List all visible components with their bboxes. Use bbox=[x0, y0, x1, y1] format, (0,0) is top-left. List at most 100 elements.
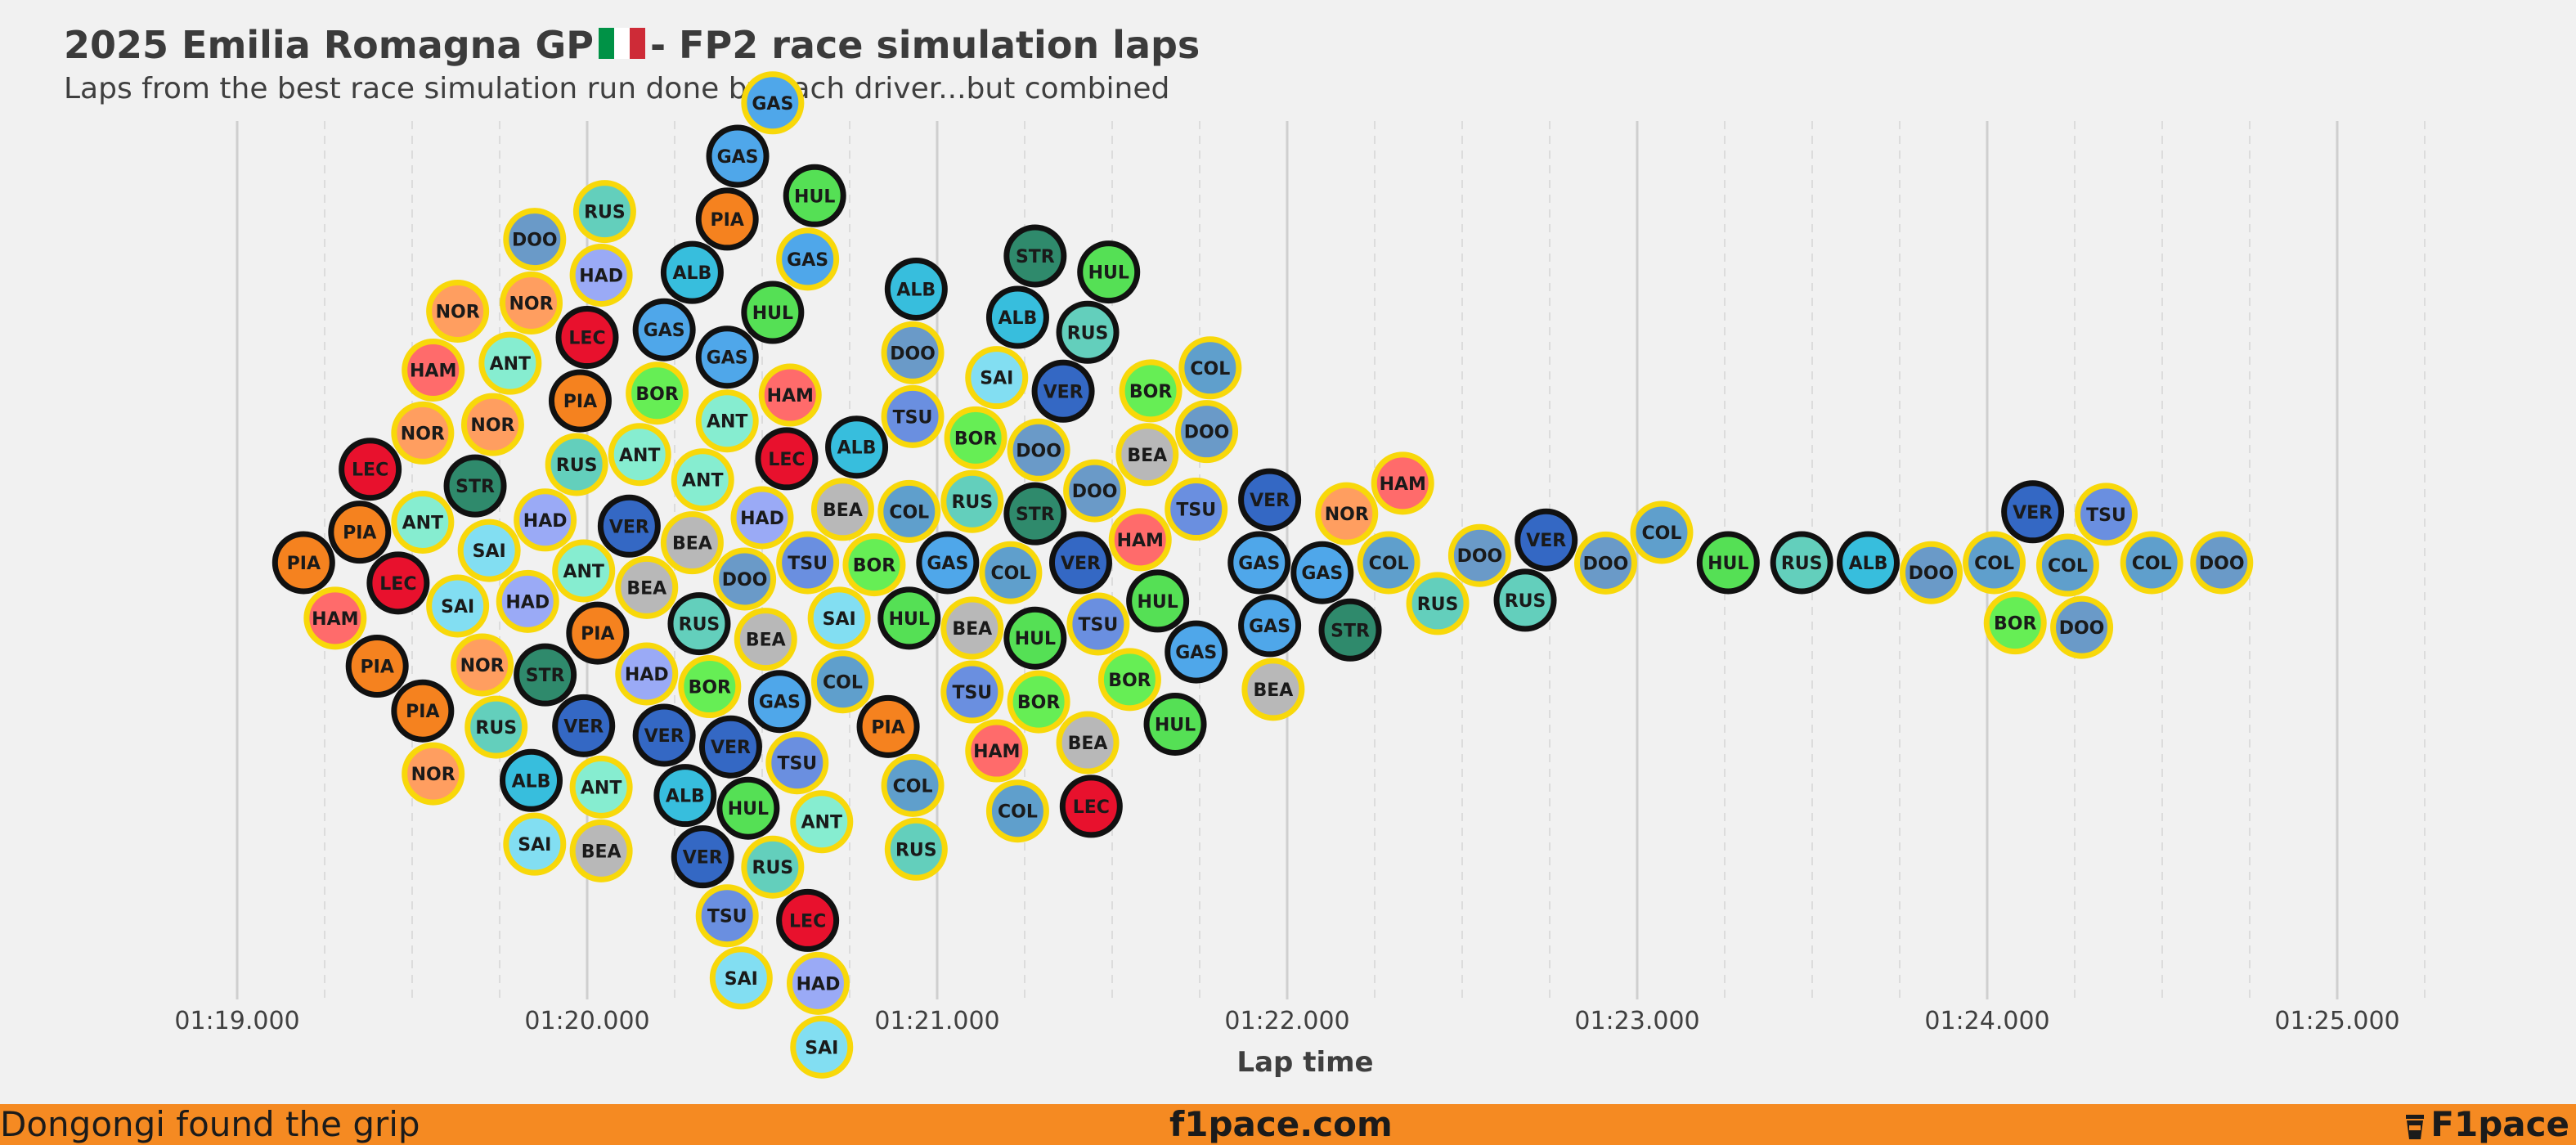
lap-driver-label: VER bbox=[563, 716, 604, 737]
lap-marker bbox=[1573, 531, 1637, 595]
lap-point-had: HAD bbox=[615, 642, 679, 706]
lap-marker bbox=[478, 331, 542, 395]
lap-marker bbox=[979, 541, 1043, 604]
lap-driver-label: ALB bbox=[512, 771, 551, 792]
lap-driver-label: TSU bbox=[1079, 615, 1119, 635]
lap-marker bbox=[1143, 692, 1207, 756]
lap-point-alb: ALB bbox=[825, 415, 889, 479]
lap-driver-label: SAI bbox=[473, 541, 506, 562]
lap-marker bbox=[884, 257, 948, 321]
lap-point-lec: LEC bbox=[1059, 775, 1123, 838]
lap-driver-label: TSU bbox=[777, 754, 817, 775]
lap-marker bbox=[500, 748, 563, 812]
lap-point-pia: PIA bbox=[856, 694, 920, 758]
lap-marker bbox=[825, 415, 889, 479]
lap-point-col: COL bbox=[810, 650, 874, 714]
lap-point-col: COL bbox=[2120, 531, 2183, 595]
lap-point-ver: VER bbox=[698, 715, 762, 779]
lap-point-gas: GAS bbox=[747, 670, 811, 734]
lap-point-rus: RUS bbox=[464, 695, 528, 759]
lap-driver-label: VER bbox=[683, 848, 723, 869]
lap-driver-label: PIA bbox=[581, 624, 614, 644]
lap-driver-label: DOO bbox=[1457, 546, 1503, 567]
lap-driver-label: ANT bbox=[801, 813, 842, 833]
lap-marker bbox=[660, 511, 724, 575]
lap-point-ant: ANT bbox=[391, 490, 455, 554]
lap-marker bbox=[345, 635, 409, 698]
chart-subtitle: Laps from the best race simulation run d… bbox=[64, 72, 1170, 106]
lap-point-ant: ANT bbox=[478, 331, 542, 395]
lap-driver-label: BEA bbox=[1253, 680, 1293, 701]
lap-marker bbox=[569, 755, 633, 819]
lap-marker bbox=[755, 427, 819, 491]
lap-driver-label: SAI bbox=[518, 835, 551, 855]
lap-driver-label: DOO bbox=[722, 570, 768, 590]
lap-driver-label: COL bbox=[893, 776, 933, 797]
lap-driver-label: GAS bbox=[927, 554, 968, 574]
lap-driver-label: ANT bbox=[490, 354, 531, 375]
lap-driver-label: TSU bbox=[788, 554, 828, 574]
lap-point-bor: BOR bbox=[1983, 591, 2047, 655]
lap-point-str: STR bbox=[1318, 598, 1382, 662]
lap-marker bbox=[2035, 533, 2099, 597]
lap-driver-label: ANT bbox=[682, 471, 723, 492]
lap-point-tsu: TSU bbox=[776, 531, 840, 595]
lap-marker bbox=[552, 694, 616, 757]
lap-marker bbox=[985, 779, 1049, 843]
lap-marker bbox=[706, 124, 770, 188]
lap-marker bbox=[402, 742, 465, 806]
lap-marker bbox=[1007, 418, 1070, 482]
lap-driver-label: GAS bbox=[1301, 564, 1343, 584]
lap-point-str: STR bbox=[514, 643, 577, 707]
lap-driver-label: PIA bbox=[361, 658, 394, 678]
lap-driver-label: VER bbox=[2013, 503, 2053, 523]
lap-point-doo: DOO bbox=[1573, 531, 1637, 595]
lap-marker bbox=[451, 633, 514, 697]
lap-driver-label: LEC bbox=[352, 460, 388, 481]
lap-marker bbox=[786, 951, 850, 1015]
lap-marker bbox=[2050, 595, 2114, 659]
lap-driver-label: RUS bbox=[1417, 595, 1459, 615]
lap-marker bbox=[426, 279, 490, 343]
lap-point-col: COL bbox=[1357, 531, 1420, 595]
lap-marker bbox=[776, 227, 840, 291]
lap-point-bor: BOR bbox=[1119, 359, 1183, 423]
lap-marker bbox=[391, 679, 455, 743]
lap-marker bbox=[1108, 508, 1172, 572]
lap-point-hul: HUL bbox=[1126, 569, 1190, 633]
lap-marker bbox=[985, 285, 1049, 349]
lap-marker bbox=[2001, 480, 2065, 544]
lap-driver-label: HAD bbox=[625, 665, 669, 685]
lap-driver-label: COL bbox=[990, 564, 1030, 584]
lap-marker bbox=[856, 694, 920, 758]
lap-point-sai: SAI bbox=[709, 946, 773, 1010]
lap-driver-label: BOR bbox=[635, 384, 678, 405]
lap-point-rus: RUS bbox=[1493, 568, 1557, 632]
lap-marker bbox=[965, 346, 1029, 410]
lap-marker bbox=[884, 817, 948, 881]
lap-marker bbox=[426, 574, 490, 638]
lap-driver-label: BEA bbox=[581, 842, 622, 862]
lap-driver-label: PIA bbox=[711, 210, 744, 231]
lap-marker bbox=[713, 547, 777, 611]
lap-point-lec: LEC bbox=[555, 306, 619, 370]
lap-marker bbox=[1066, 592, 1130, 656]
lap-point-hul: HUL bbox=[1696, 531, 1760, 595]
lap-point-pia: PIA bbox=[328, 501, 392, 564]
lap-driver-label: ALB bbox=[666, 787, 705, 807]
lap-driver-label: GAS bbox=[717, 147, 759, 168]
lap-marker bbox=[965, 719, 1029, 783]
lap-marker bbox=[569, 243, 633, 307]
lap-driver-label: ANT bbox=[707, 412, 747, 433]
lap-driver-label: DOO bbox=[2199, 554, 2245, 574]
lap-marker bbox=[569, 819, 633, 882]
footer-website-link[interactable]: f1pace.com bbox=[1169, 1104, 1393, 1144]
lap-marker bbox=[566, 601, 630, 665]
lap-marker bbox=[653, 764, 717, 828]
lap-marker bbox=[503, 208, 567, 272]
title-prefix: 2025 Emilia Romagna GP bbox=[64, 23, 594, 67]
lap-marker bbox=[632, 703, 696, 767]
lap-point-tsu: TSU bbox=[940, 660, 1004, 724]
lap-driver-label: VER bbox=[1043, 382, 1084, 402]
lap-driver-label: BEA bbox=[626, 578, 666, 599]
